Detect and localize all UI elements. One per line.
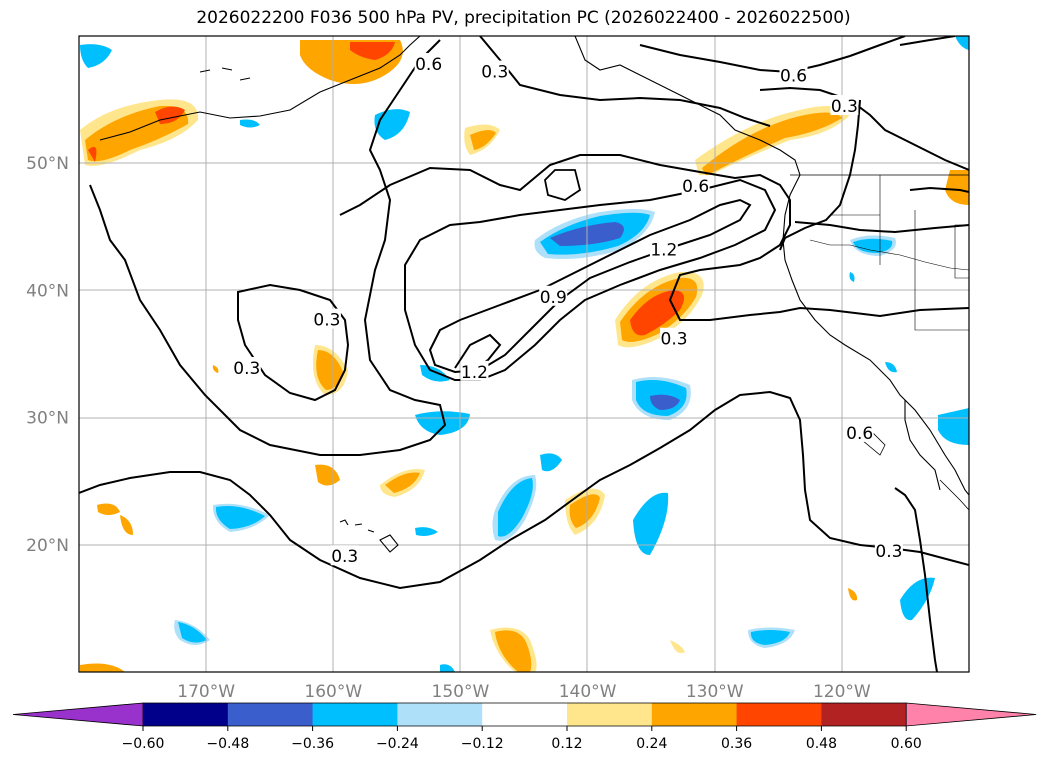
lat-label: 40°N — [26, 281, 69, 301]
colorbar-tick-label: 0.36 — [721, 736, 752, 752]
contour-label: 0.3 — [831, 97, 858, 117]
colorbar-outline — [143, 702, 907, 727]
colorbar-segment — [736, 703, 822, 726]
contour-label: 1.2 — [650, 241, 677, 261]
lat-label: 30°N — [26, 409, 69, 429]
colorbar-tick-label: −0.36 — [291, 736, 334, 752]
contour-label-bg — [681, 175, 710, 196]
contour-label-bg — [480, 60, 509, 81]
colorbar-tick-label: 0.60 — [891, 736, 922, 752]
contour-label-bg — [845, 421, 874, 442]
contour-label: 0.3 — [233, 359, 260, 379]
colorbar-tick-label: −0.60 — [122, 736, 165, 752]
colorbar-tick-label: −0.48 — [206, 736, 249, 752]
colorbar: −0.60 −0.48 −0.36 −0.24 −0.12 0.12 0.24 0.36 0.4… — [12, 702, 1037, 752]
contour-label-bg — [830, 94, 859, 115]
contour-label: 0.9 — [540, 288, 567, 308]
contour-label-bg — [779, 64, 808, 85]
contour-label: 0.3 — [331, 547, 358, 567]
colorbar-segment — [227, 703, 314, 726]
colorbar-tick-label: −0.24 — [376, 736, 419, 752]
contour-label: 0.6 — [780, 66, 807, 86]
contour-label-bg — [874, 540, 903, 561]
lat-label: 50°N — [26, 154, 69, 174]
lat-label: 20°N — [26, 536, 69, 556]
map-title: 2026022200 F036 500 hPa PV, precipitatio… — [196, 8, 851, 28]
colorbar-tick-label: 0.12 — [551, 736, 582, 752]
latitude-labels: 50°N 40°N 30°N 20°N — [26, 154, 69, 556]
contour-label: 0.6 — [846, 424, 873, 444]
longitude-labels: 170°W 160°W 150°W 140°W 130°W 120°W — [177, 682, 871, 702]
colorbar-tick-label: 0.24 — [636, 736, 667, 752]
contour-label: 0.3 — [313, 311, 340, 331]
contour-label-bg — [414, 52, 443, 73]
lon-label: 170°W — [177, 682, 235, 702]
colorbar-segment — [651, 703, 738, 726]
colorbar-segment — [143, 703, 229, 726]
colorbar-segment — [821, 703, 907, 726]
contour-label-bg — [232, 356, 261, 377]
precip-shading — [80, 36, 969, 672]
contour-label-bg — [649, 238, 678, 259]
contour-label: 0.3 — [875, 542, 902, 562]
colorbar-tick-label: −0.12 — [461, 736, 504, 752]
contour-label-bg — [660, 327, 689, 348]
contour-label-bg — [312, 308, 341, 329]
colorbar-segment — [312, 703, 398, 726]
lon-label: 160°W — [304, 682, 362, 702]
map-frame — [78, 35, 970, 673]
contour-label: 0.3 — [481, 63, 508, 83]
colorbar-extend-high — [905, 702, 1037, 727]
contour-label-bg — [539, 285, 568, 306]
contour-label: 0.6 — [415, 55, 442, 75]
contour-label-bg — [460, 360, 489, 381]
colorbar-segment — [397, 703, 483, 726]
colorbar-tick-label: 0.48 — [806, 736, 837, 752]
lon-label: 150°W — [432, 682, 490, 702]
contour-label: 0.6 — [682, 177, 709, 197]
lon-label: 130°W — [686, 682, 744, 702]
pv-contour-labels: 0.6 0.3 0.6 0.3 0.6 1.2 0.9 0.3 0.3 0.3 1.2 0.6 0.3 0… — [232, 52, 903, 567]
colorbar-segment — [482, 703, 568, 726]
contour-label: 1.2 — [461, 363, 488, 383]
colorbar-extend-low — [12, 702, 144, 727]
colorbar-segment — [567, 703, 653, 726]
pv-contours — [79, 36, 969, 672]
lon-label: 120°W — [813, 682, 871, 702]
lon-label: 140°W — [559, 682, 617, 702]
contour-label: 0.3 — [661, 330, 688, 350]
contour-label-bg — [330, 545, 359, 566]
